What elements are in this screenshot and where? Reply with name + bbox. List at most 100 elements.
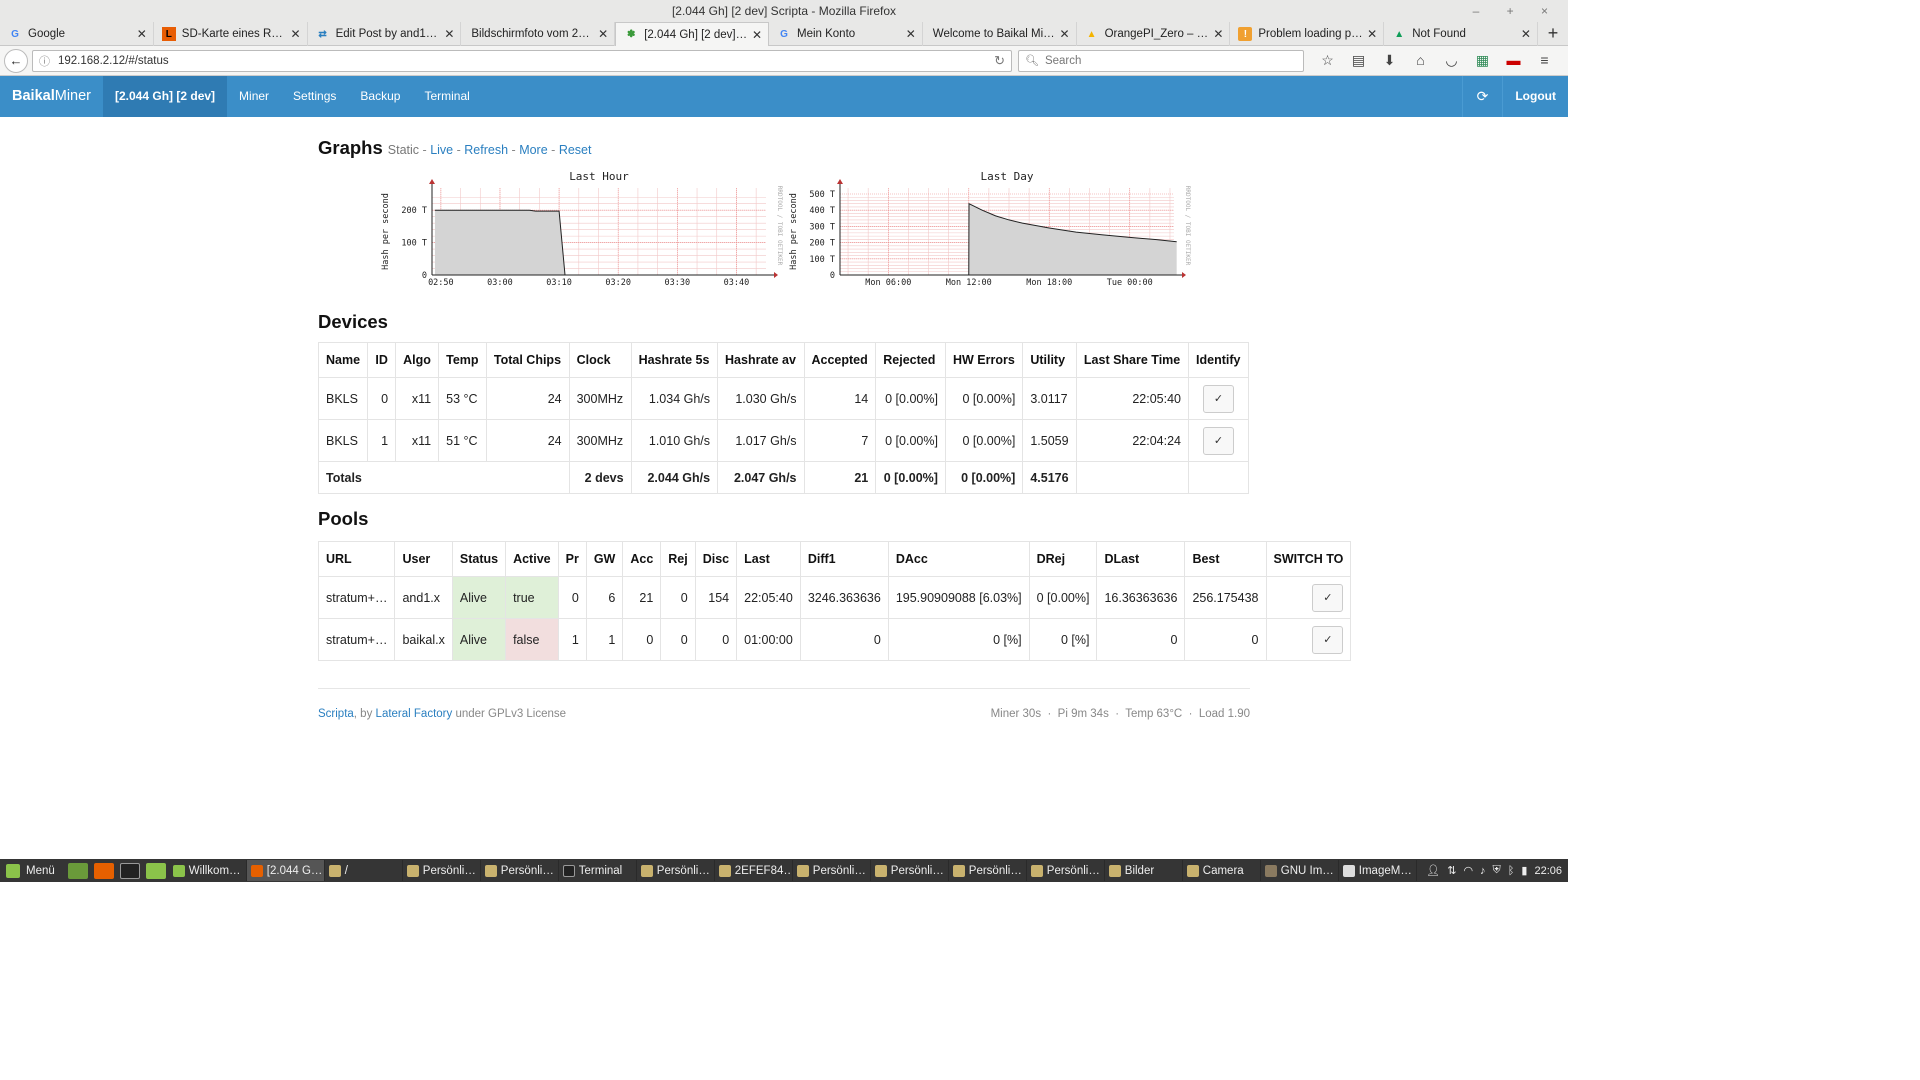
graphs-header: Graphs Static - Live - Refresh - More - … bbox=[318, 137, 1250, 159]
taskbar-item[interactable]: Terminal bbox=[559, 860, 637, 881]
x-tick-label: Mon 06:00 bbox=[865, 278, 911, 288]
taskbar-item[interactable]: Persönli… bbox=[637, 860, 715, 881]
graph-reset-link[interactable]: Reset bbox=[558, 143, 592, 157]
nav-settings[interactable]: Settings bbox=[293, 89, 337, 103]
taskbar-item[interactable]: / bbox=[325, 860, 403, 881]
identify-button[interactable]: ✓ bbox=[1203, 384, 1234, 413]
taskbar-item[interactable]: Willkom… bbox=[169, 860, 247, 881]
table-cell: 24 bbox=[485, 419, 570, 462]
firefox-launcher-icon[interactable] bbox=[93, 862, 114, 879]
nav-status[interactable]: [2.044 Gh] [2 dev] bbox=[103, 76, 228, 117]
pools-heading: Pools bbox=[318, 508, 369, 529]
taskbar-item[interactable]: Persönli… bbox=[793, 860, 871, 881]
close-tab-icon[interactable]: ✕ bbox=[444, 27, 455, 41]
table-row: BKLS 1 x11 51 °C 24 300MHz 1.010 Gh/s 1.… bbox=[317, 419, 1249, 462]
table-cell: 300MHz bbox=[568, 377, 632, 420]
taskbar-item[interactable]: Persönli… bbox=[481, 860, 559, 881]
wifi-icon[interactable]: ◠ bbox=[1463, 865, 1474, 877]
close-tab-icon[interactable]: ✕ bbox=[905, 27, 916, 41]
new-tab-button[interactable]: + bbox=[1547, 23, 1559, 43]
close-tab-icon[interactable]: ✕ bbox=[1520, 27, 1531, 41]
user-icon[interactable]: 👤︎ bbox=[1426, 865, 1441, 877]
site-info-icon[interactable]: ⓘ bbox=[39, 55, 50, 68]
taskbar-item-active[interactable]: [2.044 G… bbox=[246, 860, 325, 881]
browser-tab[interactable]: ▲OrangePI_Zero – Go…✕ bbox=[1077, 22, 1231, 46]
col-header: Utility bbox=[1022, 342, 1077, 378]
show-desktop-icon[interactable] bbox=[67, 862, 88, 879]
close-tab-icon[interactable]: ✕ bbox=[136, 27, 147, 41]
start-menu-button[interactable]: Menü bbox=[0, 863, 65, 878]
url-bar[interactable]: ⓘ 192.168.2.12/#/status ↻ bbox=[32, 49, 1012, 72]
extension-icon[interactable]: ▦ bbox=[1475, 52, 1490, 68]
taskbar-item[interactable]: Persönli… bbox=[403, 860, 481, 881]
col-header: Algo bbox=[395, 342, 440, 378]
browser-tab[interactable]: ! Problem loading page ✕ bbox=[1230, 22, 1385, 46]
reload-icon[interactable]: ↻ bbox=[994, 52, 1005, 68]
terminal-launcher-icon[interactable] bbox=[119, 862, 140, 879]
bluetooth-icon[interactable]: ᛒ bbox=[1507, 864, 1515, 877]
nav-backup[interactable]: Backup bbox=[360, 89, 401, 103]
window-icon bbox=[172, 864, 185, 877]
graph-refresh-link[interactable]: Refresh bbox=[464, 143, 509, 157]
clock[interactable]: 22:06 bbox=[1534, 864, 1562, 877]
footer-license: under GPLv3 License bbox=[455, 708, 567, 720]
col-header: Clock bbox=[568, 342, 632, 378]
taskbar-item[interactable]: Persönli… bbox=[1027, 860, 1105, 881]
browser-tab[interactable]: G Mein Konto ✕ bbox=[769, 22, 923, 46]
taskbar-item[interactable]: Persönli… bbox=[871, 860, 949, 881]
home-icon[interactable]: ⌂ bbox=[1416, 52, 1425, 68]
taskbar-item[interactable]: Camera bbox=[1183, 860, 1261, 881]
close-tab-icon[interactable]: ✕ bbox=[1213, 27, 1224, 41]
shield-icon[interactable]: ⛨ bbox=[1492, 864, 1501, 876]
close-tab-icon[interactable]: ✕ bbox=[598, 27, 609, 41]
taskbar-item[interactable]: GNU Im… bbox=[1261, 860, 1339, 881]
close-tab-icon[interactable]: ✕ bbox=[1367, 27, 1378, 41]
taskbar-item[interactable]: Persönli… bbox=[949, 860, 1027, 881]
hamburger-menu-icon[interactable]: ≡ bbox=[1540, 52, 1549, 68]
search-input[interactable]: 🔍︎ Search bbox=[1018, 49, 1304, 72]
pools-table: URL User Status Active Pr GW Acc Rej Dis… bbox=[317, 541, 1352, 661]
edit-icon: ⇄ bbox=[318, 28, 327, 40]
switch-pool-button[interactable]: ✓ bbox=[1312, 583, 1344, 612]
files-launcher-icon[interactable] bbox=[145, 862, 166, 879]
taskbar-item[interactable]: Bilder bbox=[1105, 860, 1183, 881]
logout-button[interactable]: Logout bbox=[1502, 76, 1568, 117]
close-tab-icon[interactable]: ✕ bbox=[751, 27, 762, 42]
clipboard-icon[interactable]: ▤ bbox=[1351, 52, 1366, 68]
browser-tab-active[interactable]: ✽[2.044 Gh] [2 dev] Sc…✕ bbox=[615, 22, 769, 46]
site-l-icon: L bbox=[161, 27, 176, 41]
network-icon[interactable]: ⇅ bbox=[1447, 865, 1457, 877]
bookmark-star-icon[interactable]: ☆ bbox=[1321, 52, 1334, 68]
identify-button[interactable]: ✓ bbox=[1203, 426, 1234, 455]
browser-tab[interactable]: Welcome to Baikal Miner! ✕ bbox=[923, 22, 1077, 46]
refresh-icon[interactable]: ⟳ bbox=[1461, 76, 1503, 117]
table-cell: 1.010 Gh/s bbox=[630, 419, 719, 462]
scripta-link[interactable]: Scripta bbox=[318, 708, 354, 720]
close-tab-icon[interactable]: ✕ bbox=[1059, 27, 1070, 41]
area-fill bbox=[434, 210, 566, 275]
browser-tab[interactable]: Bildschirmfoto vom 2017…✕ bbox=[461, 22, 616, 46]
back-button[interactable]: ← bbox=[4, 48, 28, 73]
browser-tab[interactable]: G Google ✕ bbox=[0, 22, 154, 46]
window-controls[interactable]: – + × bbox=[1472, 4, 1560, 18]
taskbar-item[interactable]: ImageM… bbox=[1339, 860, 1417, 881]
volume-icon[interactable]: ♪ bbox=[1480, 864, 1486, 877]
graph-live-link[interactable]: Live bbox=[430, 143, 454, 157]
lateral-factory-link[interactable]: Lateral Factory bbox=[375, 708, 453, 720]
nav-miner[interactable]: Miner bbox=[239, 89, 270, 103]
graph-more-link[interactable]: More bbox=[519, 143, 548, 157]
download-icon[interactable]: ⬇ bbox=[1383, 52, 1396, 68]
browser-tab[interactable]: ⇄Edit Post by and1_89 …✕ bbox=[308, 22, 462, 46]
footer-by: , by bbox=[353, 708, 373, 720]
battery-icon[interactable]: ▮ bbox=[1521, 865, 1528, 877]
browser-tab[interactable]: ▲ Not Found ✕ bbox=[1384, 22, 1538, 46]
taskbar-item[interactable]: 2EFEF84… bbox=[715, 860, 793, 881]
extension-red-icon[interactable]: ▬ bbox=[1506, 52, 1521, 68]
close-tab-icon[interactable]: ✕ bbox=[290, 27, 301, 41]
brand-logo[interactable]: BaikalMiner bbox=[0, 76, 103, 117]
switch-pool-button[interactable]: ✓ bbox=[1312, 625, 1344, 654]
pocket-icon[interactable]: ◡ bbox=[1445, 52, 1458, 68]
nav-terminal[interactable]: Terminal bbox=[424, 89, 470, 103]
graph-last-hour: 0 100 T 200 T 02:50 03:00 03:10 03:20 03:30 03:4… bbox=[378, 166, 786, 290]
browser-tab[interactable]: LSD-Karte eines Rasp…✕ bbox=[154, 22, 308, 46]
